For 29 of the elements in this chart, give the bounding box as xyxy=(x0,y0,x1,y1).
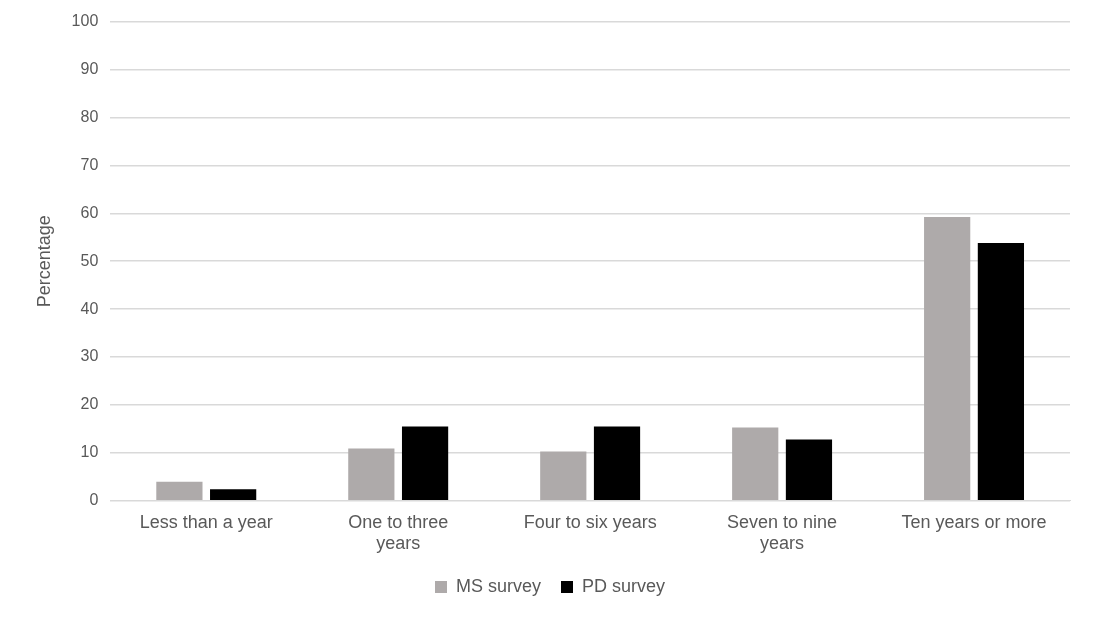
bar xyxy=(210,489,257,501)
y-axis-title: Percentage xyxy=(33,215,54,308)
bar xyxy=(348,448,395,501)
bar xyxy=(401,426,449,501)
y-tick-label: 30 xyxy=(80,347,99,365)
x-tick-label: Less than a year xyxy=(139,511,273,532)
y-tick-label: 50 xyxy=(80,251,99,269)
x-tick-label: Seven to nine years xyxy=(727,511,838,554)
bar xyxy=(540,451,587,501)
x-tick-label: Ten years or more xyxy=(901,511,1047,532)
y-tick-label: 60 xyxy=(80,203,99,221)
y-tick-label: 70 xyxy=(80,155,99,173)
y-tick-label: 20 xyxy=(80,395,99,413)
bar xyxy=(924,217,971,501)
y-tick-label: 10 xyxy=(80,443,99,461)
bar xyxy=(732,427,779,501)
y-tick-label: 80 xyxy=(80,107,99,125)
y-tick-label: 0 xyxy=(89,491,99,509)
legend-label: PD survey xyxy=(582,575,666,596)
legend-label: MS survey xyxy=(455,575,542,596)
bar xyxy=(593,426,641,501)
y-tick-label: 100 xyxy=(71,12,99,30)
bar xyxy=(977,242,1025,501)
y-tick-label: 40 xyxy=(80,299,99,317)
y-tick-label: 90 xyxy=(80,59,99,77)
bar xyxy=(785,439,833,501)
x-tick-label: One to three years xyxy=(348,511,449,554)
bar xyxy=(156,481,203,501)
x-tick-label: Four to six years xyxy=(523,511,657,532)
